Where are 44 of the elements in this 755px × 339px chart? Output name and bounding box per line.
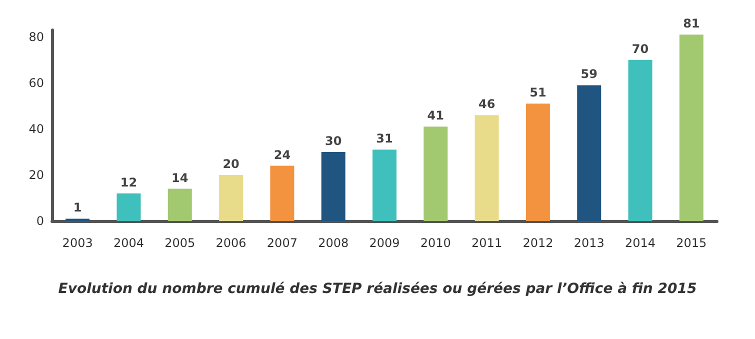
x-tick-label: 2015 xyxy=(676,236,707,250)
bar xyxy=(321,152,346,221)
y-tick-label: 80 xyxy=(28,30,44,44)
data-label: 1 xyxy=(73,200,82,215)
data-label: 59 xyxy=(580,67,598,82)
data-label: 30 xyxy=(324,134,342,148)
x-tick-label: 2004 xyxy=(113,236,144,250)
x-tick-label: 2013 xyxy=(574,236,604,250)
bar xyxy=(577,85,602,221)
x-tick-label: 2010 xyxy=(420,236,451,250)
bar xyxy=(372,150,396,221)
data-label: 81 xyxy=(683,16,700,31)
data-label: 24 xyxy=(274,148,291,162)
x-tick-label: 2006 xyxy=(216,236,246,250)
x-tick-label: 2003 xyxy=(62,236,93,250)
x-tick-label: 2005 xyxy=(164,236,196,250)
text: Evolution du nombre cumulé des STEP réalisées ou gérées par l’Office à fin 2015 xyxy=(58,281,697,297)
bar xyxy=(168,188,192,221)
x-tick-label: 2014 xyxy=(624,236,656,250)
data-label: 12 xyxy=(120,175,138,190)
data-label: 70 xyxy=(632,42,649,56)
data-label: 51 xyxy=(530,86,546,100)
bar xyxy=(474,115,499,221)
data-label: 41 xyxy=(427,108,444,123)
x-tick-label: 2008 xyxy=(318,236,349,250)
x-tick-label: 2007 xyxy=(266,236,298,250)
y-tick-label: 20 xyxy=(28,168,44,182)
bar xyxy=(679,34,704,221)
bar xyxy=(424,126,448,221)
bar xyxy=(526,104,550,221)
y-tick-label: 0 xyxy=(36,214,44,228)
x-tick-label: 2009 xyxy=(369,236,400,250)
data-label: 31 xyxy=(376,132,393,146)
bar xyxy=(628,60,652,221)
bar xyxy=(219,174,244,221)
y-tick-label: 60 xyxy=(28,76,44,90)
x-tick-label: 2011 xyxy=(472,236,502,250)
bar xyxy=(116,193,141,221)
data-label: 46 xyxy=(478,97,496,112)
data-label: 14 xyxy=(172,170,188,185)
y-tick-label: 40 xyxy=(28,122,44,136)
bar xyxy=(270,166,294,221)
x-tick-label: 2012 xyxy=(522,236,554,250)
data-label: 20 xyxy=(222,156,240,171)
